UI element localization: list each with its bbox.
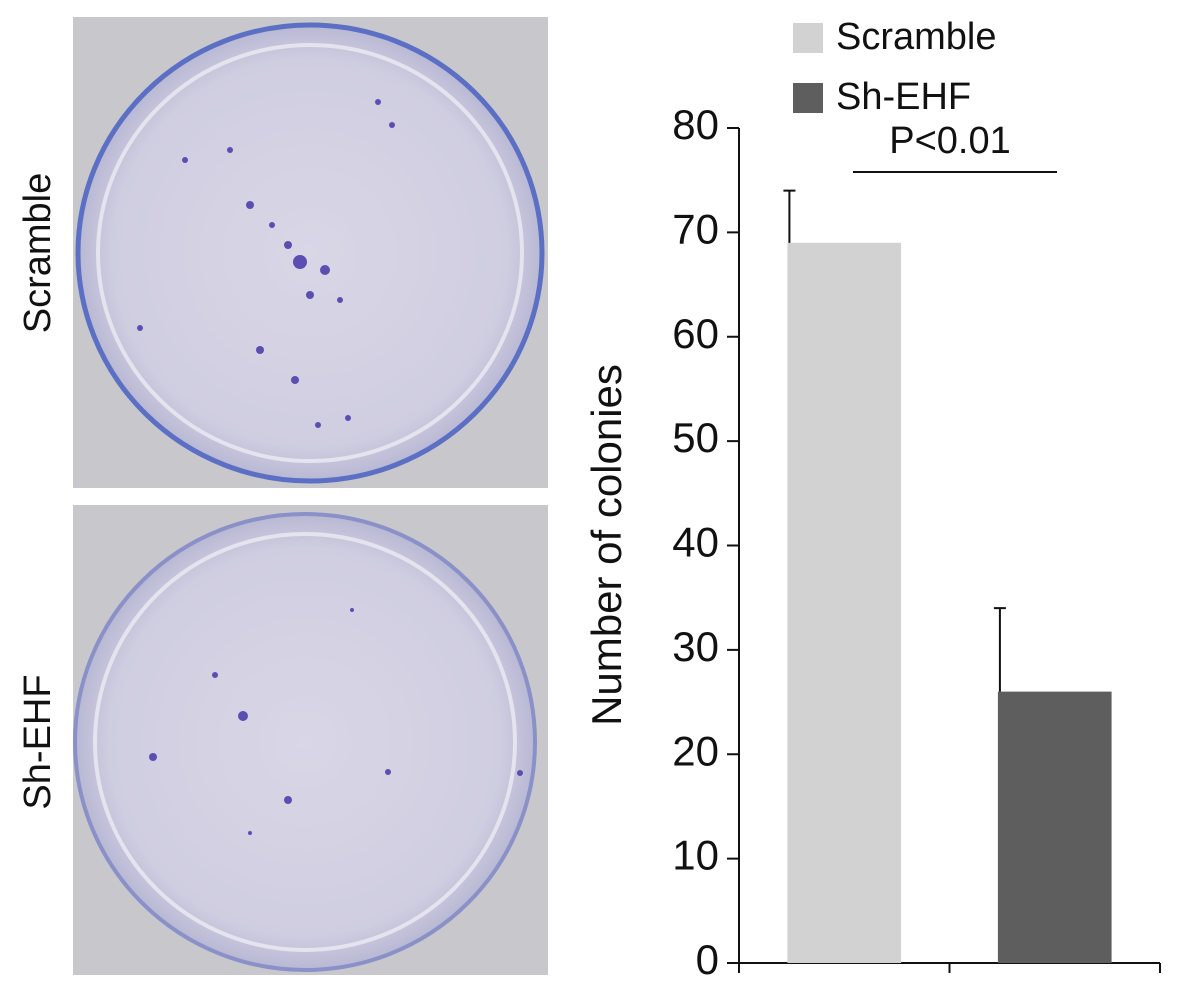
bar [997, 691, 1112, 963]
annotation: P<0.01 [889, 120, 1011, 162]
y-axis-label: Number of colonies [583, 364, 630, 726]
y-tick-label: 70 [672, 205, 719, 252]
y-tick-label: 40 [672, 519, 719, 566]
panel-label: Sh-EHF [17, 674, 59, 809]
y-tick-label: 10 [672, 832, 719, 879]
y-tick-label: 30 [672, 623, 719, 670]
legend-swatch [793, 23, 823, 53]
error-bar [993, 607, 1006, 692]
panel-label: Scramble [17, 173, 59, 334]
y-tick-label: 80 [672, 101, 719, 148]
legend-label: Sh-EHF [836, 76, 971, 118]
y-tick-label: 60 [672, 310, 719, 357]
photo-scramble [73, 17, 548, 488]
legend-swatch [793, 83, 823, 113]
y-tick-label: 0 [696, 936, 719, 983]
y-tick-label: 20 [672, 727, 719, 774]
legend-label: Scramble [836, 16, 997, 58]
photo-sh-ehf [73, 505, 548, 975]
error-bar [783, 189, 796, 243]
bar [787, 242, 902, 963]
y-tick-label: 50 [672, 414, 719, 461]
